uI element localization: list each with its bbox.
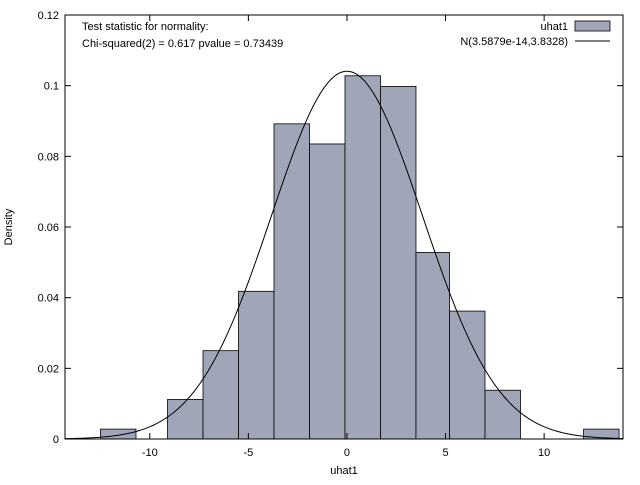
legend-label-histogram: uhat1 xyxy=(540,21,568,33)
histogram-bar-7 xyxy=(380,85,417,440)
annotation-line-1: Test statistic for normality: xyxy=(82,21,209,33)
histogram-bar-1 xyxy=(167,399,204,440)
bars-layer xyxy=(100,75,620,440)
histogram-bar-0 xyxy=(100,428,137,440)
y-tick-label: 0.04 xyxy=(38,293,59,305)
histogram-bar-2 xyxy=(202,350,239,440)
x-tick-label: 10 xyxy=(538,447,550,459)
y-axis-label: Density xyxy=(3,208,15,245)
y-tick-label: 0.12 xyxy=(38,10,59,22)
histogram-bar-3 xyxy=(238,290,275,440)
y-tick-label: 0.02 xyxy=(38,363,59,375)
y-tick-label: 0 xyxy=(53,434,59,446)
x-tick-label: 5 xyxy=(442,447,448,459)
x-tick-label: 0 xyxy=(344,447,350,459)
legend: uhat1 N(3.5879e-14,3.8328) xyxy=(460,20,611,48)
y-tick-label: 0.08 xyxy=(38,151,59,163)
curve-layer xyxy=(64,70,624,440)
histogram-bar-10 xyxy=(484,389,521,440)
legend-swatch-histogram xyxy=(574,20,611,32)
x-tick-label: -10 xyxy=(142,447,158,459)
ticks-layer: -10 -5 0 5 10 0 0.02 0.04 0.06 0.08 0.1 0.12 xyxy=(38,10,623,459)
histogram-bar-8 xyxy=(415,252,450,440)
histogram-bar-5 xyxy=(309,143,346,440)
x-tick-label: -5 xyxy=(243,447,253,459)
normal-density-curve xyxy=(64,70,624,440)
legend-label-normal: N(3.5879e-14,3.8328) xyxy=(460,36,568,48)
histogram-bar-4 xyxy=(273,123,310,440)
y-tick-label: 0.06 xyxy=(38,222,59,234)
annotation-line-2: Chi-squared(2) = 0.617 pvalue = 0.73439 xyxy=(82,38,283,50)
x-axis-label: uhat1 xyxy=(330,465,358,477)
y-tick-label: 0.1 xyxy=(44,81,59,93)
histogram-bar-6 xyxy=(344,75,381,440)
histogram-bar-9 xyxy=(449,310,486,440)
